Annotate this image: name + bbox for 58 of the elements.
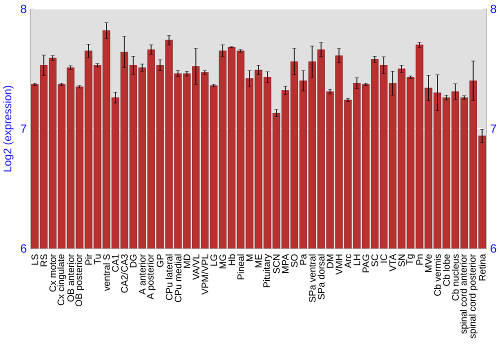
- x-tick-label: MG: [219, 254, 226, 268]
- x-tick-label: CPu medial: [174, 254, 182, 302]
- y2-tick-label: 8: [490, 4, 496, 14]
- x-tick-label: Cb vermis: [434, 254, 441, 296]
- x-tick-label: CPu lateral: [166, 254, 172, 300]
- x-tick-label: LH: [354, 254, 360, 266]
- x-tick-label: ventral S: [102, 254, 110, 292]
- x-tick-label: Pineal: [237, 254, 244, 280]
- x-tick-label: Cb nucleus: [452, 254, 459, 301]
- x-tick-label: DM: [326, 254, 334, 268]
- x-tick-label: SN: [398, 254, 405, 267]
- x-tick-label: CA2/CA3: [120, 254, 128, 293]
- x-tick-label: SPa dorsal: [318, 254, 325, 300]
- x-tick-label: OB anterior: [67, 254, 74, 302]
- x-tick-label: SC: [371, 254, 378, 267]
- x-tick-label: M: [246, 254, 253, 262]
- x-tick-label: MPA: [282, 254, 289, 273]
- x-tick-label: Retina: [478, 254, 486, 280]
- x-tick-label: Pn: [416, 254, 423, 265]
- y2-tick-label: 7: [490, 124, 496, 133]
- y-tick-label: 7: [20, 124, 26, 133]
- x-tick-label: A posterior: [146, 254, 156, 300]
- y2-tick-label: 6: [490, 244, 496, 253]
- x-tick-label: Tu: [94, 254, 101, 264]
- x-tick-label: CA1: [112, 254, 119, 272]
- x-tick-label: RS: [40, 254, 48, 266]
- x-tick-label: SCN: [273, 254, 280, 274]
- x-tick-label: PAG: [362, 254, 370, 272]
- y-axis-title: Log2 (expression): [3, 86, 14, 172]
- x-tick-label: A anterior: [138, 254, 146, 295]
- x-tick-label: GP: [156, 254, 164, 268]
- x-tick-label: Pituitary: [263, 254, 272, 288]
- x-tick-label: spinal cord posterior: [468, 254, 478, 338]
- y-tick-label: 8: [20, 4, 26, 14]
- x-tick-label: LG: [210, 254, 218, 266]
- x-tick-label: IC: [380, 254, 388, 262]
- x-tick-label: Arc: [344, 254, 352, 268]
- x-tick-label: MD: [184, 254, 190, 268]
- x-tick-label: DG: [130, 254, 137, 268]
- x-tick-label: Cx motor: [49, 254, 56, 292]
- x-tick-label: VPM/VPL: [201, 254, 208, 295]
- x-tick-label: spinal cord anterior: [460, 254, 469, 334]
- x-tick-label: ME: [255, 254, 262, 268]
- x-tick-label: SO: [290, 254, 298, 268]
- x-tick-label: VMH: [336, 254, 342, 275]
- x-tick-label: SPa ventral: [308, 254, 316, 302]
- x-tick-label: Hb: [228, 254, 236, 266]
- x-tick-label: MVe: [425, 254, 432, 272]
- x-tick-label: Pa: [300, 254, 306, 265]
- x-tick-label: LS: [32, 254, 38, 265]
- y-tick-label: 6: [20, 244, 26, 253]
- x-tick-label: VA/VL: [192, 254, 200, 280]
- x-tick-label: Cb lobe: [442, 254, 450, 286]
- x-tick-label: Cx cingulate: [57, 254, 66, 306]
- x-tick-label: VTA: [389, 254, 396, 272]
- x-tick-label: Tg: [406, 254, 415, 265]
- x-tick-label: OB posterior: [75, 254, 84, 306]
- x-tick-label: Pir: [85, 254, 92, 265]
